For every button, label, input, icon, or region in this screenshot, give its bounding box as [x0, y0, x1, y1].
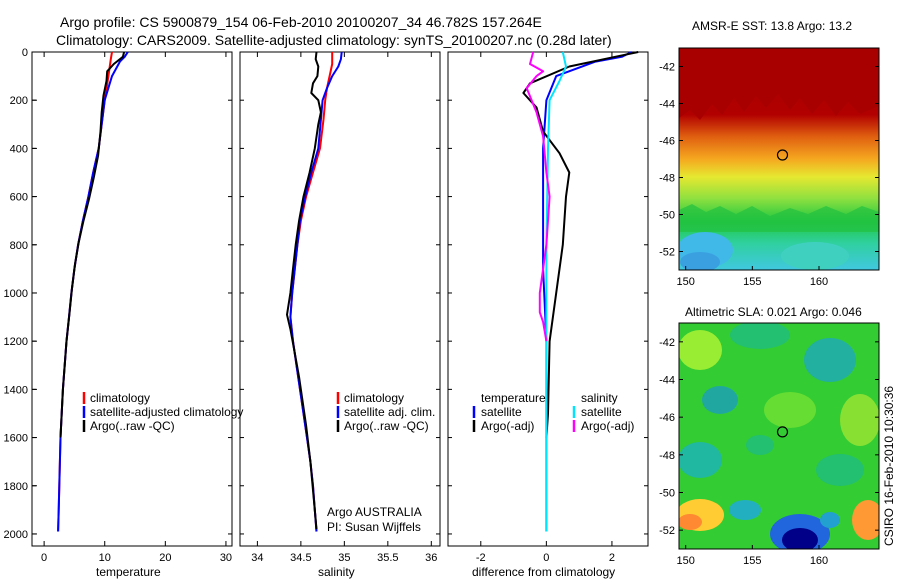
sst-map-ytick-label: -42	[659, 62, 675, 74]
sla-map	[679, 323, 879, 549]
sst-map-xtick-label: 160	[810, 276, 828, 288]
salinity-annotation-line2: PI: Susan Wijffels	[327, 520, 421, 534]
temp-xtick-label: 0	[41, 552, 47, 564]
sst-map-ytick-label: -46	[659, 136, 675, 148]
depth-tick-label: 600	[10, 192, 28, 204]
diff-series-2	[545, 51, 567, 532]
sla-map-ytick-label: -44	[659, 375, 675, 387]
depth-tick-label: 1200	[4, 336, 28, 348]
sal-xtick-label: 36	[425, 552, 437, 564]
temp-xtick-label: 30	[220, 552, 232, 564]
sla-argo-location-marker	[776, 426, 789, 438]
sla-map-frame	[678, 322, 880, 550]
temperature-panel: 0 10 20 30	[32, 51, 232, 564]
diff-xtick-label: 2	[609, 552, 615, 564]
sst-map	[679, 48, 879, 270]
difference-legend-temp-satellite: satellite	[481, 405, 522, 419]
salinity-legend-climatology: climatology	[344, 391, 404, 405]
depth-tick-label: 1400	[4, 384, 28, 396]
sst-map-ytick-label: -52	[659, 247, 675, 259]
sal-xtick-label: 34.5	[290, 552, 311, 564]
diff-series-1	[522, 51, 639, 438]
depth-tick-label: 1600	[4, 433, 28, 445]
sst-map-frame	[678, 47, 880, 271]
temperature-legend: climatology satellite-adjusted climatolo…	[82, 391, 243, 433]
sla-map-xtick-label: 150	[676, 555, 694, 567]
depth-tick-label: 200	[10, 95, 28, 107]
depth-tick-label: 1000	[4, 288, 28, 300]
salinity-legend-satellite: satellite adj. clim.	[344, 405, 435, 419]
difference-legend-temperature-header: temperature	[481, 391, 546, 405]
diff-xtick-label: 0	[543, 552, 549, 564]
difference-xlabel: difference from climatology	[472, 565, 615, 579]
sla-map-xtick-label: 155	[743, 555, 761, 567]
diff-series-3	[525, 51, 551, 342]
diff-xtick-label: -2	[476, 552, 486, 564]
difference-legend-temp-argo: Argo(-adj)	[481, 419, 534, 433]
sst-map-xtick-label: 150	[676, 276, 694, 288]
sla-map-ytick-label: -42	[659, 337, 675, 349]
depth-tick-label: 400	[10, 143, 28, 155]
sst-map-axes: 150 155 160 -42 -44 -46 -48 -50 -52	[659, 62, 879, 288]
figure-title-line2: Climatology: CARS2009. Satellite-adjuste…	[56, 32, 612, 48]
salinity-panel-frame	[239, 51, 441, 547]
depth-tick-label: 0	[22, 47, 28, 59]
depth-tick-label: 800	[10, 240, 28, 252]
sst-map-ytick-label: -50	[659, 210, 675, 222]
difference-legend-salinity-header: salinity	[581, 391, 618, 405]
temperature-legend-climatology: climatology	[90, 391, 150, 405]
sst-map-ytick-label: -44	[659, 99, 675, 111]
difference-legend: temperature salinity satellite Argo(-adj…	[472, 391, 634, 433]
salinity-legend: climatology satellite adj. clim. Argo(..…	[336, 391, 435, 433]
sla-map-xtick-label: 160	[810, 555, 828, 567]
sla-map-axes: 150 155 160 -42 -44 -46 -48 -50 -52	[659, 337, 879, 567]
salinity-legend-argo: Argo(..raw -QC)	[344, 419, 429, 433]
salinity-annotation-line1: Argo AUSTRALIA	[327, 505, 422, 519]
temp-xtick-label: 10	[99, 552, 111, 564]
csiro-timestamp-label: CSIRO 16-Feb-2010 10:30:36	[882, 386, 896, 546]
sst-map-ytick-label: -48	[659, 173, 675, 185]
sal-xtick-label: 35.5	[377, 552, 398, 564]
temperature-legend-argo: Argo(..raw -QC)	[90, 419, 175, 433]
sla-map-title: Altimetric SLA: 0.021 Argo: 0.046	[685, 305, 862, 319]
sal-series-2	[286, 51, 322, 530]
depth-tick-label: 2000	[4, 529, 28, 541]
temperature-panel-frame	[31, 51, 233, 547]
difference-legend-sal-satellite: satellite	[581, 405, 622, 419]
figure-title-line1: Argo profile: CS 5900879_154 06-Feb-2010…	[60, 14, 542, 30]
temperature-xlabel: temperature	[96, 565, 161, 579]
sla-map-ytick-label: -52	[659, 525, 675, 537]
difference-panel: -2 0 2	[448, 51, 648, 564]
temperature-legend-satellite: satellite-adjusted climatology	[90, 405, 243, 419]
sal-xtick-label: 34	[251, 552, 263, 564]
difference-legend-sal-argo: Argo(-adj)	[581, 419, 634, 433]
sst-map-xtick-label: 155	[743, 276, 761, 288]
sal-xtick-label: 35	[338, 552, 350, 564]
salinity-panel: 34 34.5 35 35.5 36	[240, 51, 440, 564]
depth-axis: 0 200 400 600 800 1000 1200 1400 1600 1800 2000	[4, 47, 37, 541]
sla-map-ytick-label: -46	[659, 412, 675, 424]
sst-map-title: AMSR-E SST: 13.8 Argo: 13.2	[692, 19, 852, 33]
salinity-xlabel: salinity	[318, 565, 355, 579]
temp-series-2	[59, 51, 126, 438]
sst-argo-location-marker	[776, 149, 789, 161]
temp-xtick-label: 20	[159, 552, 171, 564]
sla-map-ytick-label: -48	[659, 450, 675, 462]
sla-map-ytick-label: -50	[659, 488, 675, 500]
depth-tick-label: 1800	[4, 481, 28, 493]
